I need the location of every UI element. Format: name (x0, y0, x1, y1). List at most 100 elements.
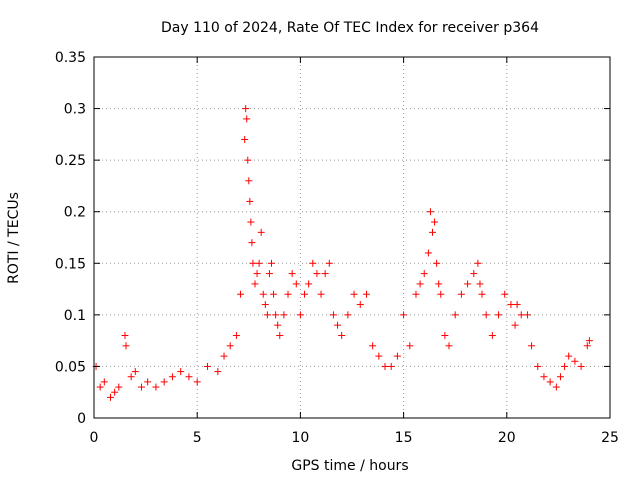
data-point (457, 290, 465, 298)
data-point (301, 290, 309, 298)
data-point (334, 321, 342, 329)
data-point (257, 228, 265, 236)
data-point (255, 259, 263, 267)
data-point (435, 280, 443, 288)
y-tick-label: 0.15 (55, 256, 86, 272)
data-point (495, 311, 503, 319)
data-point (528, 342, 536, 350)
data-point (433, 259, 441, 267)
data-point (247, 218, 255, 226)
data-point (517, 311, 525, 319)
data-point (127, 373, 135, 381)
data-point (523, 311, 531, 319)
data-point (488, 331, 496, 339)
y-axis-title: ROTI / TECUs (6, 192, 22, 284)
data-point (501, 290, 509, 298)
data-point (122, 342, 130, 350)
data-point (259, 290, 267, 298)
data-point (309, 259, 317, 267)
data-point (511, 321, 519, 329)
data-point (244, 156, 252, 164)
data-point (344, 311, 352, 319)
data-point (144, 378, 152, 386)
data-point (424, 249, 432, 257)
data-point (204, 362, 212, 370)
data-point (292, 280, 300, 288)
data-point (470, 270, 478, 278)
x-tick-label: 25 (601, 430, 619, 446)
data-point (121, 331, 129, 339)
data-point (246, 197, 254, 205)
data-point (375, 352, 383, 360)
data-point (583, 342, 591, 350)
y-tick-label: 0.1 (64, 308, 86, 324)
data-point (482, 311, 490, 319)
data-point (540, 373, 548, 381)
data-point (100, 378, 108, 386)
data-point (284, 290, 292, 298)
data-point (280, 311, 288, 319)
x-axis-title: GPS time / hours (291, 458, 408, 474)
x-tick-label: 20 (498, 430, 516, 446)
data-point (406, 342, 414, 350)
data-point (412, 290, 420, 298)
data-point (253, 270, 261, 278)
data-point (476, 280, 484, 288)
data-point (437, 290, 445, 298)
x-tick-label: 5 (193, 430, 202, 446)
data-point (313, 270, 321, 278)
y-tick-label: 0.35 (55, 50, 86, 66)
data-point (400, 311, 408, 319)
data-point (393, 352, 401, 360)
data-point (420, 270, 428, 278)
x-tick-label: 15 (395, 430, 413, 446)
data-point (571, 357, 579, 365)
data-point (276, 331, 284, 339)
grid-lines (94, 57, 610, 418)
data-point (321, 270, 329, 278)
data-point (507, 301, 515, 309)
data-point (268, 259, 276, 267)
data-point (577, 362, 585, 370)
data-point (552, 383, 560, 391)
x-tick-label: 0 (90, 430, 99, 446)
data-point (248, 239, 256, 247)
data-point (245, 177, 253, 185)
data-point (185, 373, 193, 381)
y-tick-label: 0.05 (55, 359, 86, 375)
data-point (111, 388, 119, 396)
data-point (416, 280, 424, 288)
y-tick-label: 0.3 (64, 102, 86, 118)
data-point (261, 301, 269, 309)
data-point (152, 383, 160, 391)
data-point (317, 290, 325, 298)
data-point (274, 321, 282, 329)
data-point (362, 290, 370, 298)
y-tick-label: 0.2 (64, 205, 86, 221)
data-point (193, 378, 201, 386)
data-point (565, 352, 573, 360)
data-point (534, 362, 542, 370)
data-point (96, 383, 104, 391)
data-point (241, 136, 249, 144)
data-point (387, 362, 395, 370)
data-point (426, 208, 434, 216)
data-point (137, 383, 145, 391)
data-point (160, 378, 168, 386)
data-point (305, 280, 313, 288)
data-point (265, 270, 273, 278)
data-point (263, 311, 271, 319)
data-point (168, 373, 176, 381)
data-point (369, 342, 377, 350)
data-point (329, 311, 337, 319)
data-point (237, 290, 245, 298)
data-point (226, 342, 234, 350)
data-point (464, 280, 472, 288)
data-point (561, 362, 569, 370)
data-points (92, 105, 593, 401)
data-point (131, 368, 139, 376)
data-point (431, 218, 439, 226)
data-point (546, 378, 554, 386)
data-point (251, 280, 259, 288)
